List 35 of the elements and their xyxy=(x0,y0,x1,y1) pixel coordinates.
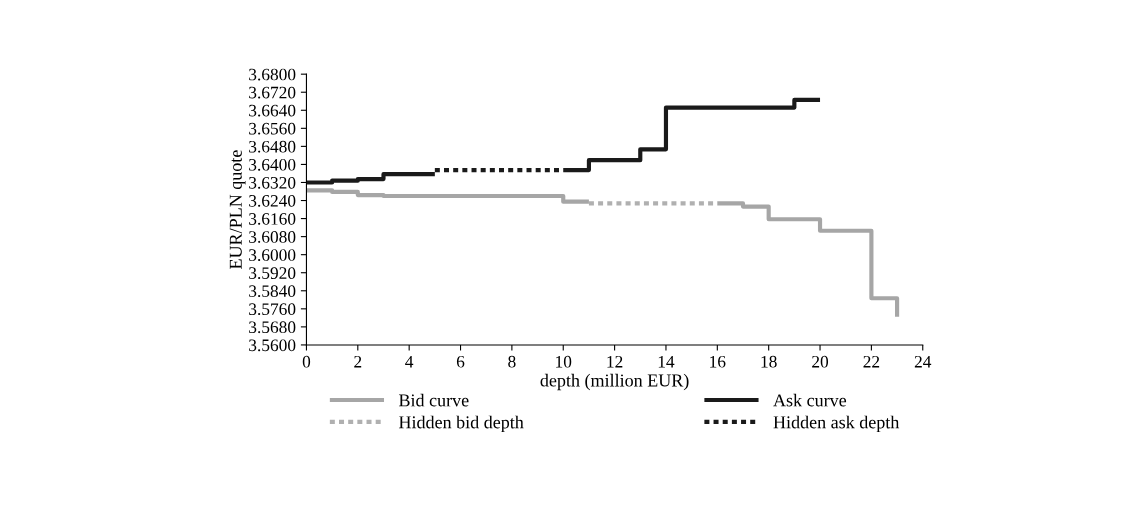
y-axis-title: EUR/PLN quote xyxy=(229,150,246,269)
x-tick-label: 20 xyxy=(812,355,829,368)
legend-label: Bid curve xyxy=(398,393,469,407)
x-tick-label: 18 xyxy=(761,355,777,368)
y-tick-label: 3.6560 xyxy=(249,122,296,135)
x-tick-label: 4 xyxy=(405,355,414,368)
legend-label: Hidden ask depth xyxy=(773,415,900,433)
y-tick-label: 3.5760 xyxy=(249,303,296,316)
y-tick-label: 3.5840 xyxy=(249,285,296,298)
y-tick-label: 3.5920 xyxy=(249,267,296,279)
y-tick-label: 3.6400 xyxy=(249,158,296,171)
y-tick-label: 3.6240 xyxy=(249,195,296,207)
y-tick-label: 3.6640 xyxy=(249,104,296,117)
x-tick-label: 24 xyxy=(914,355,932,368)
y-tick-label: 3.5680 xyxy=(249,321,296,334)
y-tick-label: 3.6480 xyxy=(249,140,296,153)
x-tick-label: 12 xyxy=(607,355,623,368)
y-tick-label: 3.6160 xyxy=(249,213,296,225)
x-tick-label: 8 xyxy=(508,355,516,368)
y-tick-label: 3.6000 xyxy=(249,249,296,261)
x-tick-label: 2 xyxy=(354,355,362,368)
x-tick-label: 14 xyxy=(658,355,675,368)
x-tick-label: 10 xyxy=(556,355,572,368)
y-tick-label: 3.6800 xyxy=(249,68,296,81)
x-tick-label: 16 xyxy=(710,355,726,368)
y-tick-label: 3.6720 xyxy=(249,86,296,99)
x-axis-title: depth (million EUR) xyxy=(540,373,689,391)
legend-label: Hidden bid depth xyxy=(398,415,524,433)
y-tick-label: 3.6320 xyxy=(249,176,296,189)
x-tick-label: 0 xyxy=(302,355,311,368)
x-tick-label: 6 xyxy=(456,355,465,368)
y-tick-label: 3.6080 xyxy=(249,231,296,243)
y-tick-label: 3.5600 xyxy=(249,339,296,352)
x-tick-label: 22 xyxy=(863,355,880,368)
legend-label: Ask curve xyxy=(773,393,847,407)
